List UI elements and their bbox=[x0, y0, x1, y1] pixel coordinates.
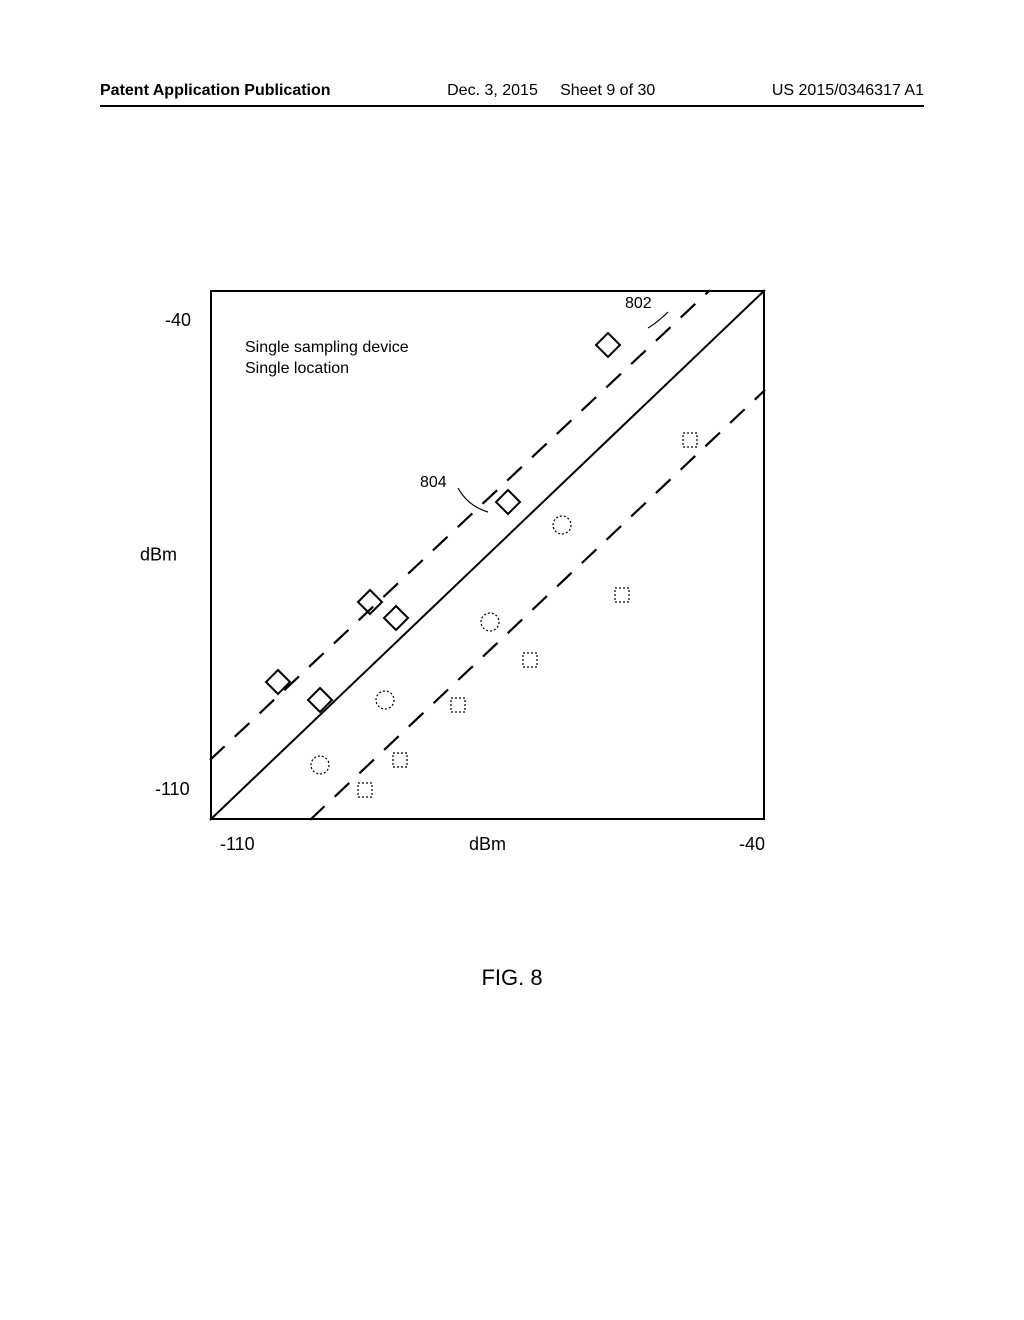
square-marker bbox=[358, 783, 372, 797]
x-axis-label: dBm bbox=[469, 834, 506, 855]
diamond-marker bbox=[308, 688, 332, 712]
ref-leader-802 bbox=[648, 312, 668, 328]
circle-series bbox=[311, 516, 571, 774]
y-tick-bottom: -110 bbox=[155, 779, 190, 800]
x-tick-right: -40 bbox=[739, 834, 765, 855]
ref-label-802: 802 bbox=[625, 295, 652, 313]
ref-leader-804 bbox=[458, 488, 488, 512]
annotation-line-2: Single location bbox=[245, 359, 409, 380]
figure-caption: FIG. 8 bbox=[481, 965, 542, 991]
square-marker bbox=[451, 698, 465, 712]
y-axis-label: dBm bbox=[140, 545, 177, 566]
diamond-series bbox=[266, 333, 620, 712]
page-header: Patent Application Publication Dec. 3, 2… bbox=[0, 82, 1024, 100]
diamond-marker bbox=[496, 490, 520, 514]
annotation-line-1: Single sampling device bbox=[245, 338, 409, 359]
square-marker bbox=[683, 433, 697, 447]
circle-marker bbox=[481, 613, 499, 631]
scatter-chart: Single sampling device Single location 8… bbox=[210, 290, 765, 820]
diamond-marker bbox=[384, 606, 408, 630]
circle-marker bbox=[311, 756, 329, 774]
circle-marker bbox=[376, 691, 394, 709]
pub-type: Patent Application Publication bbox=[100, 82, 331, 100]
chart-annotation: Single sampling device Single location bbox=[245, 338, 409, 380]
y-tick-top: -40 bbox=[165, 310, 191, 331]
sheet-number: Sheet 9 of 30 bbox=[560, 82, 655, 99]
circle-marker bbox=[553, 516, 571, 534]
square-marker bbox=[523, 653, 537, 667]
ref-label-804: 804 bbox=[420, 474, 447, 492]
x-tick-left: -110 bbox=[220, 834, 255, 855]
square-series bbox=[358, 433, 697, 797]
diamond-marker bbox=[596, 333, 620, 357]
diamond-marker bbox=[266, 670, 290, 694]
pub-date: Dec. 3, 2015 bbox=[447, 82, 538, 99]
pub-number: US 2015/0346317 A1 bbox=[772, 82, 924, 100]
square-marker bbox=[393, 753, 407, 767]
square-marker bbox=[615, 588, 629, 602]
header-rule bbox=[100, 105, 924, 107]
